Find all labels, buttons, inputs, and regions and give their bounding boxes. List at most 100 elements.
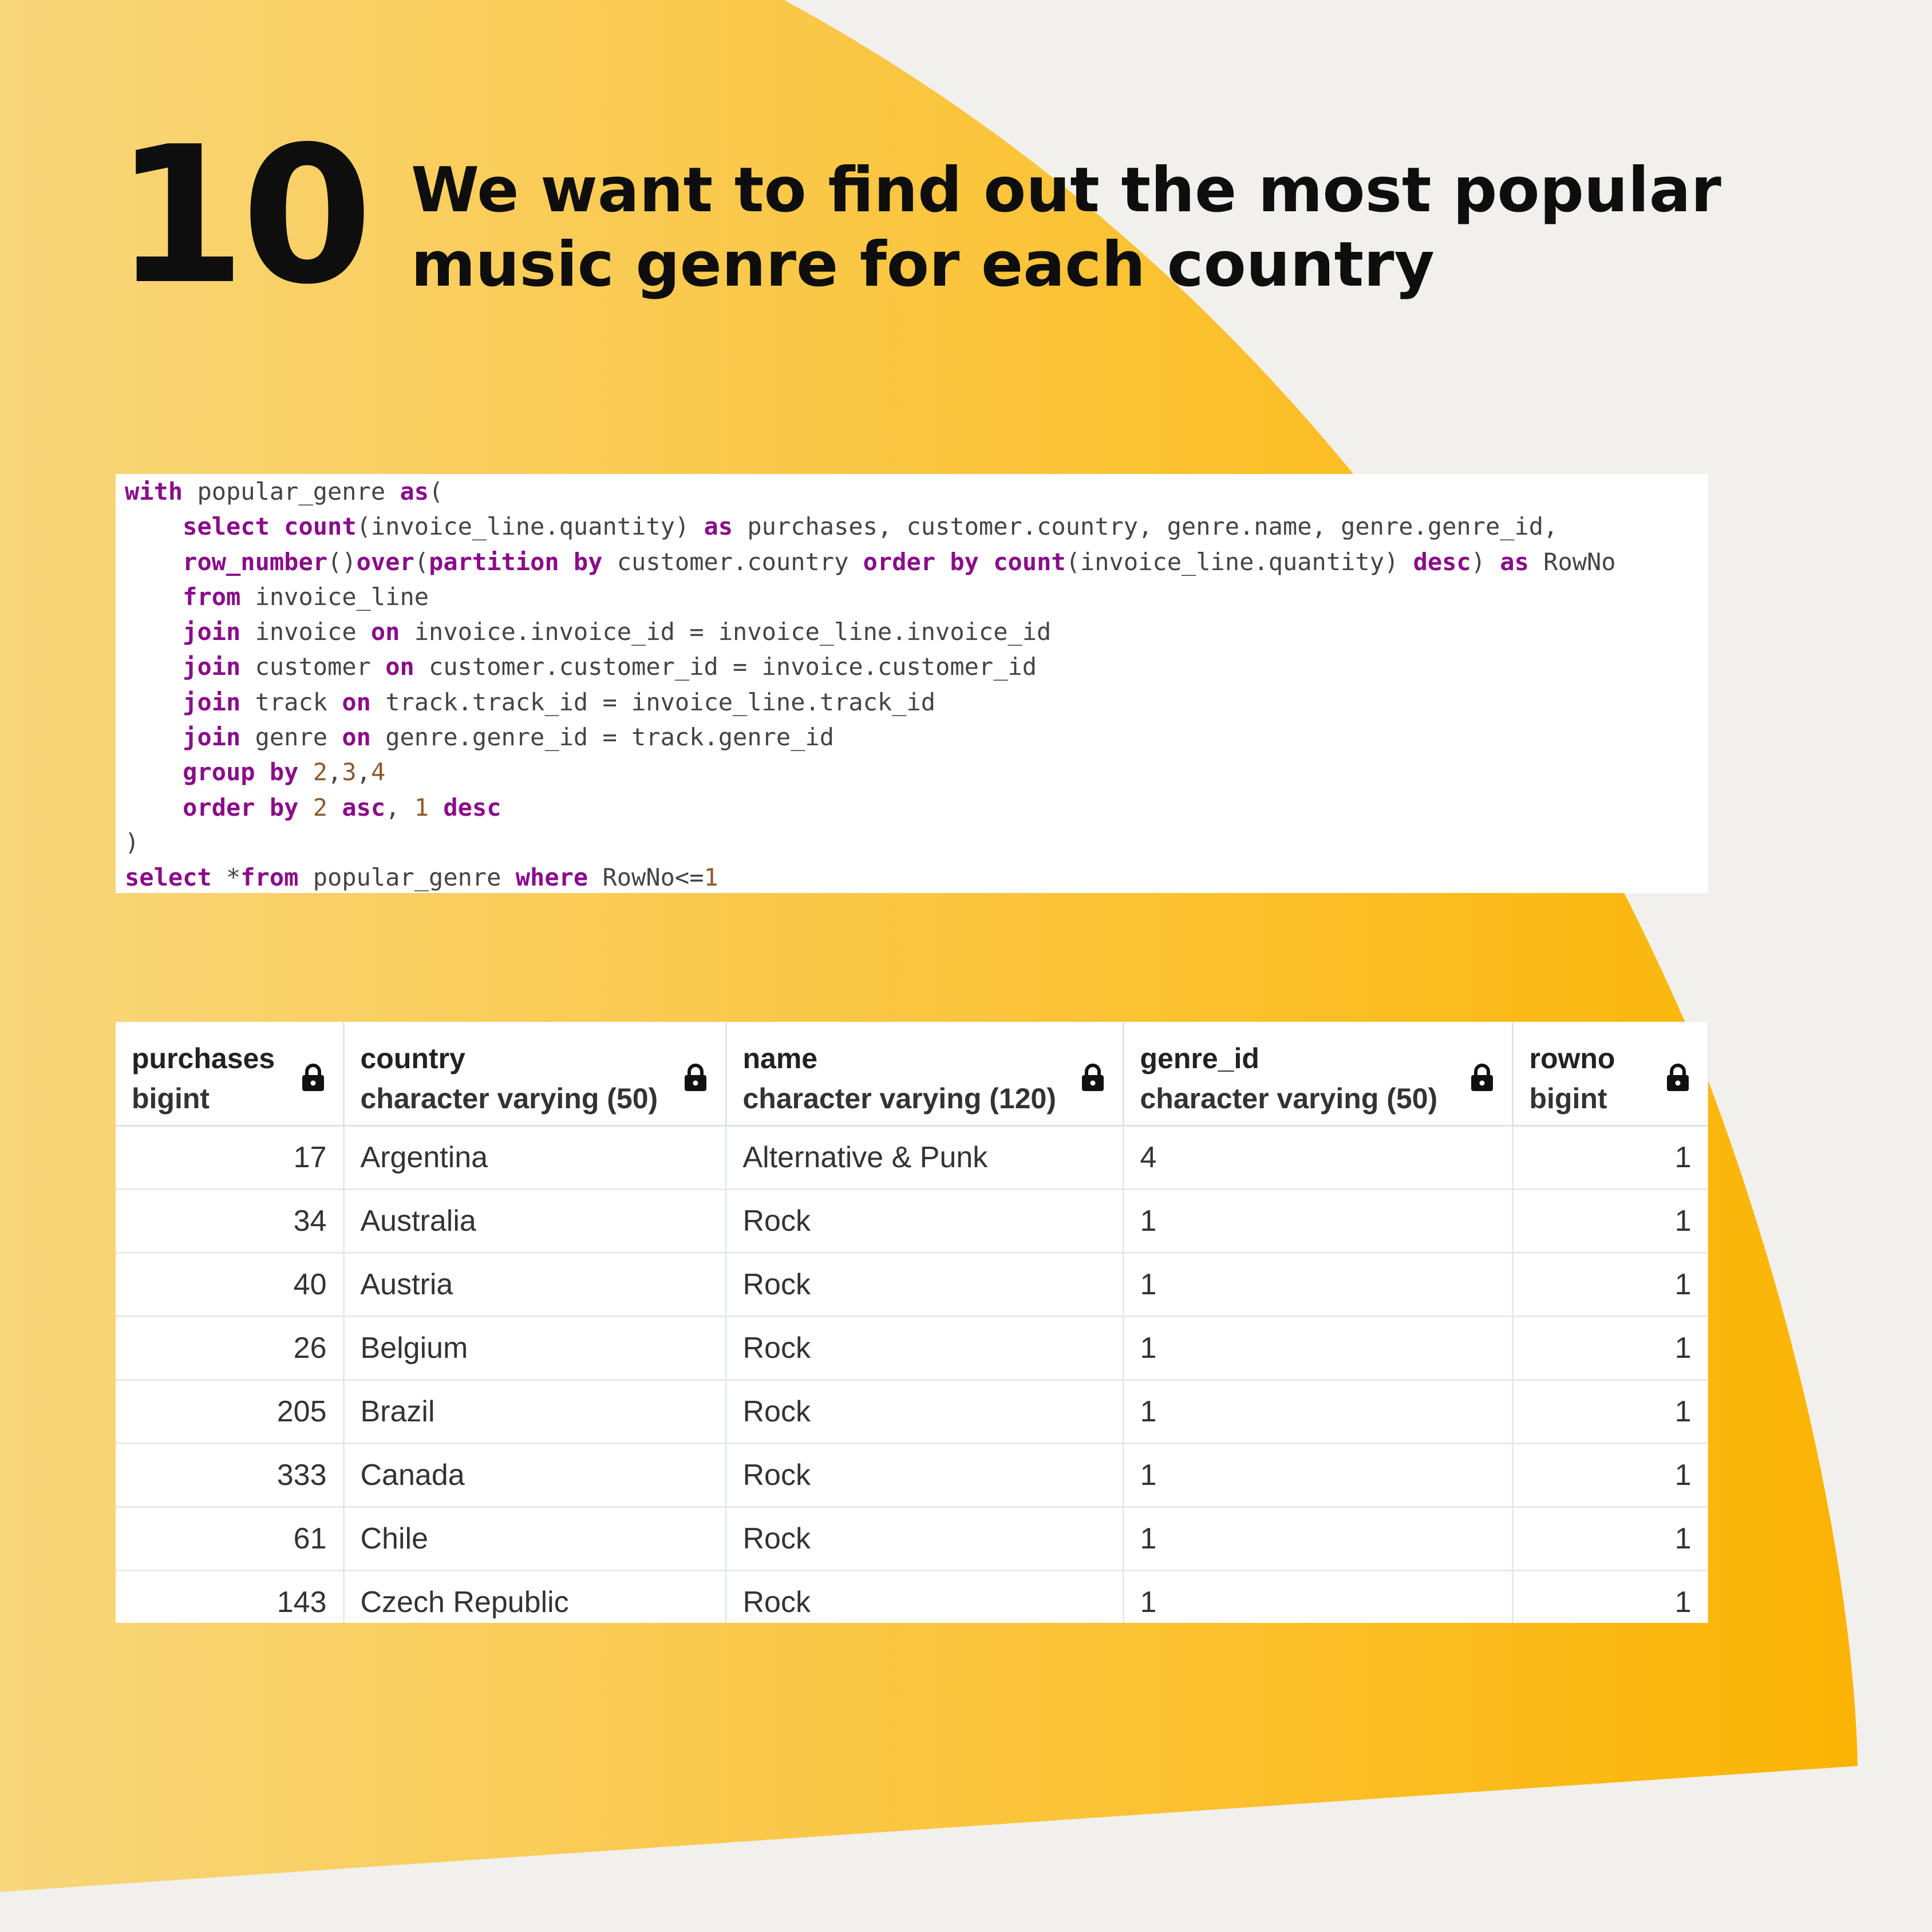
cell-country[interactable]: Argentina	[343, 1125, 727, 1190]
column-header-genre-id[interactable]: genre_id character varying (50)	[1123, 1022, 1514, 1127]
cell-country[interactable]: Australia	[343, 1189, 727, 1254]
lock-icon	[683, 1063, 708, 1092]
cell-rowno[interactable]: 1	[1512, 1380, 1708, 1444]
cell-purchases[interactable]: 333	[116, 1443, 345, 1508]
code-line: join customer on customer.customer_id = …	[116, 649, 1708, 684]
column-name: name	[742, 1042, 818, 1074]
cell-rowno[interactable]: 1	[1512, 1189, 1708, 1254]
column-name: country	[360, 1042, 465, 1074]
cell-country[interactable]: Belgium	[343, 1316, 727, 1381]
code-text	[125, 758, 183, 786]
cell-name[interactable]: Rock	[726, 1443, 1124, 1508]
column-header-country[interactable]: country character varying (50)	[343, 1022, 727, 1127]
code-keyword: as	[1500, 547, 1529, 576]
code-text	[298, 793, 313, 821]
code-keyword: on	[342, 723, 371, 752]
code-text: ,	[385, 793, 414, 821]
cell-genre-id[interactable]: 1	[1123, 1380, 1514, 1444]
cell-country[interactable]: Czech Republic	[343, 1570, 727, 1623]
table-row[interactable]: 40 Austria Rock 1 1	[116, 1253, 1708, 1317]
code-keyword: join	[183, 688, 241, 716]
column-header-purchases[interactable]: purchases bigint	[116, 1022, 345, 1127]
code-keyword: count	[284, 512, 357, 541]
cell-country[interactable]: Chile	[343, 1507, 727, 1571]
cell-purchases[interactable]: 143	[116, 1570, 345, 1623]
code-text	[298, 758, 313, 786]
code-text	[125, 793, 183, 821]
code-text: purchases, customer.country, genre.name,…	[733, 512, 1558, 541]
cell-rowno[interactable]: 1	[1512, 1125, 1708, 1190]
cell-name[interactable]: Rock	[726, 1507, 1124, 1571]
cell-genre-id[interactable]: 1	[1123, 1316, 1514, 1381]
code-text: RowNo<=	[588, 863, 704, 892]
code-text: invoice	[240, 618, 371, 646]
column-type: character varying (120)	[742, 1082, 1057, 1115]
cell-purchases[interactable]: 40	[116, 1253, 345, 1317]
code-text: (invoice_line.quantity)	[356, 512, 704, 541]
code-keyword: desc	[443, 793, 501, 821]
code-line: )	[116, 825, 1708, 860]
code-line: from invoice_line	[116, 579, 1708, 614]
code-text	[327, 793, 342, 821]
cell-genre-id[interactable]: 4	[1123, 1125, 1514, 1190]
code-keyword: on	[370, 618, 400, 646]
table-row[interactable]: 143 Czech Republic Rock 1 1	[116, 1570, 1708, 1623]
code-text	[125, 583, 183, 611]
cell-genre-id[interactable]: 1	[1123, 1189, 1514, 1254]
cell-rowno[interactable]: 1	[1512, 1443, 1708, 1508]
cell-name[interactable]: Rock	[726, 1253, 1124, 1317]
column-header-name[interactable]: name character varying (120)	[726, 1022, 1124, 1127]
table-row[interactable]: 205 Brazil Rock 1 1	[116, 1380, 1708, 1444]
cell-name[interactable]: Rock	[726, 1570, 1124, 1623]
table-row[interactable]: 26 Belgium Rock 1 1	[116, 1316, 1708, 1381]
cell-genre-id[interactable]: 1	[1123, 1253, 1514, 1317]
code-keyword: from	[183, 582, 241, 611]
cell-purchases[interactable]: 26	[116, 1316, 345, 1381]
lock-icon	[301, 1063, 326, 1092]
code-keyword: with	[125, 477, 183, 505]
cell-name[interactable]: Alternative & Punk	[726, 1125, 1124, 1190]
table-row[interactable]: 61 Chile Rock 1 1	[116, 1507, 1708, 1571]
cell-purchases[interactable]: 34	[116, 1189, 345, 1254]
code-number: 4	[370, 758, 386, 787]
column-type: character varying (50)	[360, 1082, 658, 1115]
code-text: invoice_line	[240, 582, 429, 611]
code-keyword: select	[125, 863, 212, 892]
cell-name[interactable]: Rock	[726, 1380, 1124, 1444]
cell-genre-id[interactable]: 1	[1123, 1443, 1514, 1508]
cell-genre-id[interactable]: 1	[1123, 1570, 1514, 1623]
cell-purchases[interactable]: 205	[116, 1380, 345, 1444]
column-name: rowno	[1529, 1042, 1615, 1074]
title-line-1: We want to find out the most popular	[411, 155, 1721, 226]
cell-purchases[interactable]: 17	[116, 1125, 345, 1190]
cell-rowno[interactable]: 1	[1512, 1507, 1708, 1571]
code-text: invoice.invoice_id = invoice_line.invoic…	[400, 618, 1052, 646]
table-row[interactable]: 17 Argentina Alternative & Punk 4 1	[116, 1125, 1708, 1190]
code-text	[125, 618, 183, 646]
code-keyword: count	[993, 547, 1066, 576]
code-text	[125, 723, 183, 751]
code-keyword: desc	[1413, 547, 1471, 576]
code-text: genre	[240, 723, 342, 752]
column-header-rowno[interactable]: rowno bigint	[1512, 1022, 1708, 1127]
cell-rowno[interactable]: 1	[1512, 1570, 1708, 1623]
table-row[interactable]: 333 Canada Rock 1 1	[116, 1443, 1708, 1508]
lock-icon	[1665, 1063, 1690, 1092]
code-text	[979, 548, 993, 576]
code-number: 1	[414, 793, 429, 821]
cell-purchases[interactable]: 61	[116, 1507, 345, 1571]
code-text: RowNo	[1528, 547, 1616, 576]
cell-name[interactable]: Rock	[726, 1189, 1124, 1254]
cell-country[interactable]: Austria	[343, 1253, 727, 1317]
code-text: (	[429, 477, 444, 505]
cell-country[interactable]: Brazil	[343, 1380, 727, 1444]
table-row[interactable]: 34 Australia Rock 1 1	[116, 1189, 1708, 1254]
cell-rowno[interactable]: 1	[1512, 1316, 1708, 1381]
cell-rowno[interactable]: 1	[1512, 1253, 1708, 1317]
code-text: (	[414, 547, 429, 576]
cell-country[interactable]: Canada	[343, 1443, 727, 1508]
code-number: 2	[313, 793, 328, 821]
cell-genre-id[interactable]: 1	[1123, 1507, 1514, 1571]
cell-name[interactable]: Rock	[726, 1316, 1124, 1381]
step-number: 10	[114, 106, 373, 326]
